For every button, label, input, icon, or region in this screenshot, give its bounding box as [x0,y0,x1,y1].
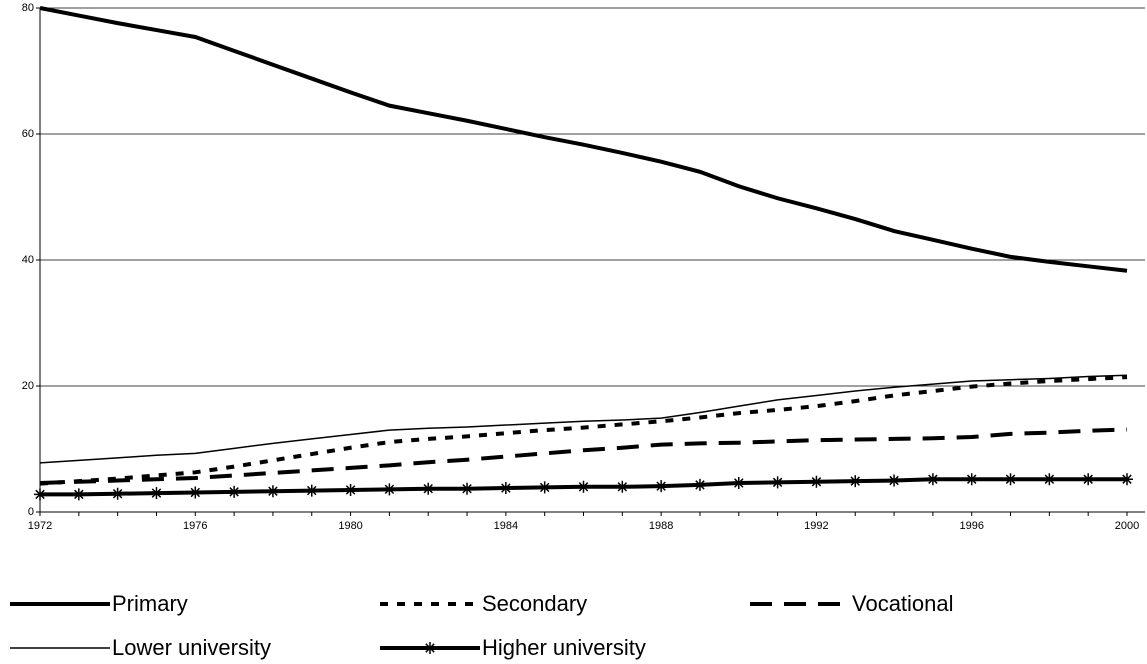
marker [538,481,551,494]
marker [305,484,318,497]
legend-label: Higher university [482,635,646,660]
marker [461,482,474,495]
marker [266,485,279,498]
marker [849,475,862,488]
marker [732,477,745,490]
marker [72,488,85,501]
y-tick-label: 80 [22,2,34,14]
marker [965,473,978,486]
series-line [39,6,1128,273]
marker [888,474,901,487]
series-line [39,427,1128,486]
marker [344,483,357,496]
marker [771,476,784,489]
series-line [39,375,1128,486]
marker [1082,473,1095,486]
marker [422,482,435,495]
x-tick-label: 2000 [1115,520,1139,532]
marker [189,486,202,499]
series-line [39,374,1128,464]
legend-label: Primary [112,591,188,616]
marker [926,473,939,486]
marker [1121,473,1133,486]
y-tick-label: 40 [22,254,34,266]
x-tick-label: 1996 [959,520,983,532]
x-tick-label: 1992 [804,520,828,532]
x-tick-label: 1976 [183,520,207,532]
y-tick-label: 60 [22,128,34,140]
marker [1043,473,1056,486]
marker [499,482,512,495]
y-tick-label: 0 [28,506,34,518]
legend-label: Vocational [852,591,954,616]
x-tick-label: 1980 [338,520,362,532]
marker [228,485,241,498]
marker [693,478,706,491]
marker [616,480,629,493]
marker [111,487,124,500]
legend-label: Secondary [482,591,587,616]
marker [150,487,163,500]
marker [577,480,590,493]
marker [1004,473,1017,486]
x-tick-label: 1988 [649,520,673,532]
marker [655,480,668,493]
legend-marker [424,642,436,654]
x-tick-label: 1972 [28,520,52,532]
legend-label: Lower university [112,635,271,660]
x-tick-label: 1984 [494,520,518,532]
marker [383,483,396,496]
marker [34,488,46,501]
y-tick-label: 20 [22,380,34,392]
marker [810,475,823,488]
